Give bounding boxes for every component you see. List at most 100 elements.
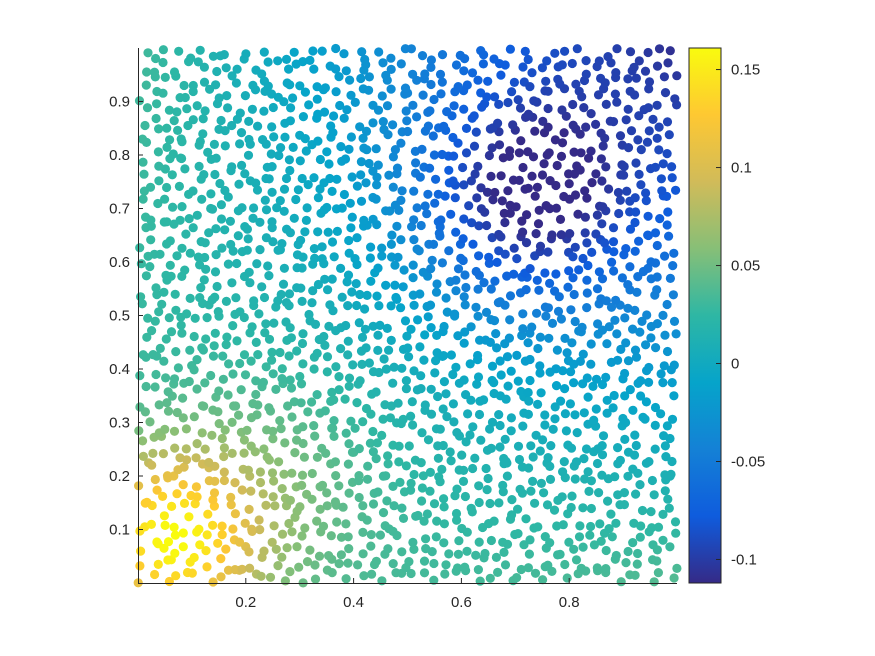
scatter-point <box>371 194 381 204</box>
scatter-point <box>285 228 295 238</box>
scatter-point <box>188 80 198 91</box>
scatter-point <box>459 292 469 302</box>
scatter-point <box>514 175 524 185</box>
scatter-point <box>442 107 452 117</box>
scatter-point <box>439 494 449 504</box>
scatter-point <box>568 252 578 262</box>
scatter-point <box>609 390 619 401</box>
scatter-point <box>200 238 210 248</box>
scatter-point <box>460 54 470 64</box>
scatter-point <box>171 571 181 581</box>
scatter-point <box>227 71 237 81</box>
scatter-point <box>453 331 463 341</box>
scatter-point <box>159 356 169 366</box>
scatter-point <box>390 145 400 155</box>
scatter-point <box>451 508 462 519</box>
scatter-point <box>601 372 611 382</box>
scatter-point <box>401 461 411 471</box>
scatter-point <box>485 573 495 583</box>
scatter-point <box>553 306 564 316</box>
scatter-point <box>486 443 496 453</box>
scatter-point <box>160 520 170 531</box>
scatter-point <box>555 214 566 224</box>
scatter-point <box>358 501 368 511</box>
scatter-point <box>155 343 165 353</box>
scatter-point <box>253 400 263 410</box>
scatter-point <box>213 538 223 548</box>
scatter-point <box>448 399 458 409</box>
scatter-point <box>529 96 539 106</box>
scatter-point <box>426 409 437 419</box>
scatter-point <box>189 552 199 563</box>
scatter-point <box>217 243 227 253</box>
scatter-point <box>259 106 269 116</box>
scatter-point <box>259 444 269 454</box>
scatter-point <box>279 184 290 194</box>
scatter-point <box>240 370 251 380</box>
scatter-point <box>524 463 534 473</box>
scatter-point <box>206 370 216 381</box>
scatter-point <box>377 430 387 440</box>
scatter-point <box>328 423 338 433</box>
x-tick-label: 0.2 <box>235 594 256 611</box>
scatter-point <box>658 159 668 169</box>
scatter-point <box>555 549 565 560</box>
scatter-point <box>286 383 297 393</box>
scatter-point <box>228 369 238 379</box>
scatter-point <box>474 481 484 491</box>
scatter-point <box>366 541 376 551</box>
scatter-point <box>377 251 387 261</box>
scatter-point <box>585 530 595 540</box>
scatter-point <box>171 347 181 357</box>
scatter-point <box>187 361 197 371</box>
scatter-point <box>136 292 146 302</box>
scatter-point <box>654 145 664 155</box>
scatter-point <box>320 340 330 350</box>
scatter-point <box>285 567 295 577</box>
scatter-point <box>320 274 330 284</box>
scatter-point <box>427 547 437 557</box>
scatter-point <box>337 203 347 213</box>
scatter-point <box>575 356 586 366</box>
scatter-point <box>431 356 441 366</box>
scatter-point <box>302 203 312 213</box>
scatter-point <box>220 126 230 136</box>
scatter-point <box>413 510 423 521</box>
scatter-point <box>523 183 533 193</box>
scatter-point <box>352 398 362 408</box>
scatter-point <box>285 165 295 176</box>
scatter-point <box>623 356 634 366</box>
scatter-point <box>254 309 264 319</box>
scatter-point <box>659 72 670 82</box>
scatter-point <box>420 201 430 211</box>
scatter-point <box>460 300 470 310</box>
scatter-point <box>208 351 219 361</box>
scatter-point <box>591 119 601 129</box>
scatter-point <box>449 101 459 111</box>
scatter-point <box>429 94 439 105</box>
scatter-point <box>191 482 201 492</box>
scatter-point <box>146 519 156 530</box>
scatter-point <box>140 120 150 131</box>
scatter-point <box>414 246 424 256</box>
scatter-point <box>388 152 398 162</box>
scatter-point <box>297 470 308 480</box>
scatter-point <box>444 549 454 559</box>
scatter-point <box>150 316 160 326</box>
scatter-point <box>151 113 161 124</box>
scatter-point <box>388 481 398 491</box>
scatter-point <box>425 300 436 310</box>
scatter-point <box>612 97 622 107</box>
scatter-point <box>167 170 177 180</box>
scatter-point <box>465 430 475 440</box>
scatter-point <box>473 161 483 171</box>
scatter-point <box>481 463 491 474</box>
scatter-point <box>413 315 423 325</box>
scatter-point <box>663 207 673 217</box>
scatter-point <box>173 125 183 135</box>
scatter-point <box>399 265 409 275</box>
scatter-point <box>556 151 567 161</box>
axes-layer: 0.2 0.4 0.6 0.80.10.20.30.40.50.60.70.80.9 <box>109 48 677 611</box>
scatter-point <box>367 569 377 579</box>
scatter-point <box>637 316 647 326</box>
